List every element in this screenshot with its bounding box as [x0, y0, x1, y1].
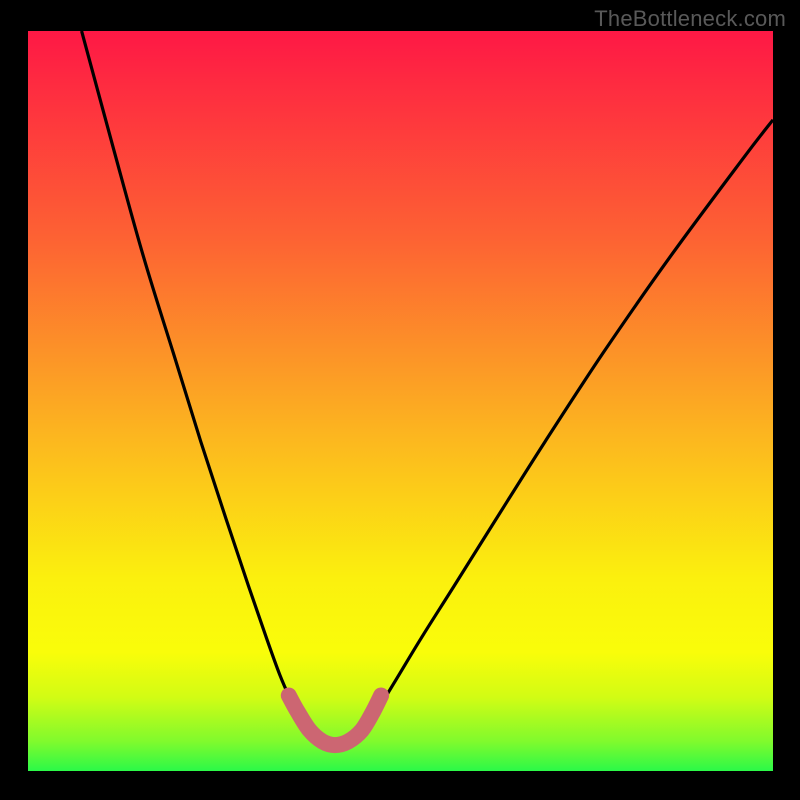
curve-layer — [0, 0, 800, 800]
watermark-text: TheBottleneck.com — [594, 6, 786, 32]
bottleneck-left-curve — [82, 31, 300, 719]
optimal-range-highlight — [289, 696, 381, 746]
chart-stage: TheBottleneck.com — [0, 0, 800, 800]
bottleneck-right-curve — [371, 120, 773, 719]
